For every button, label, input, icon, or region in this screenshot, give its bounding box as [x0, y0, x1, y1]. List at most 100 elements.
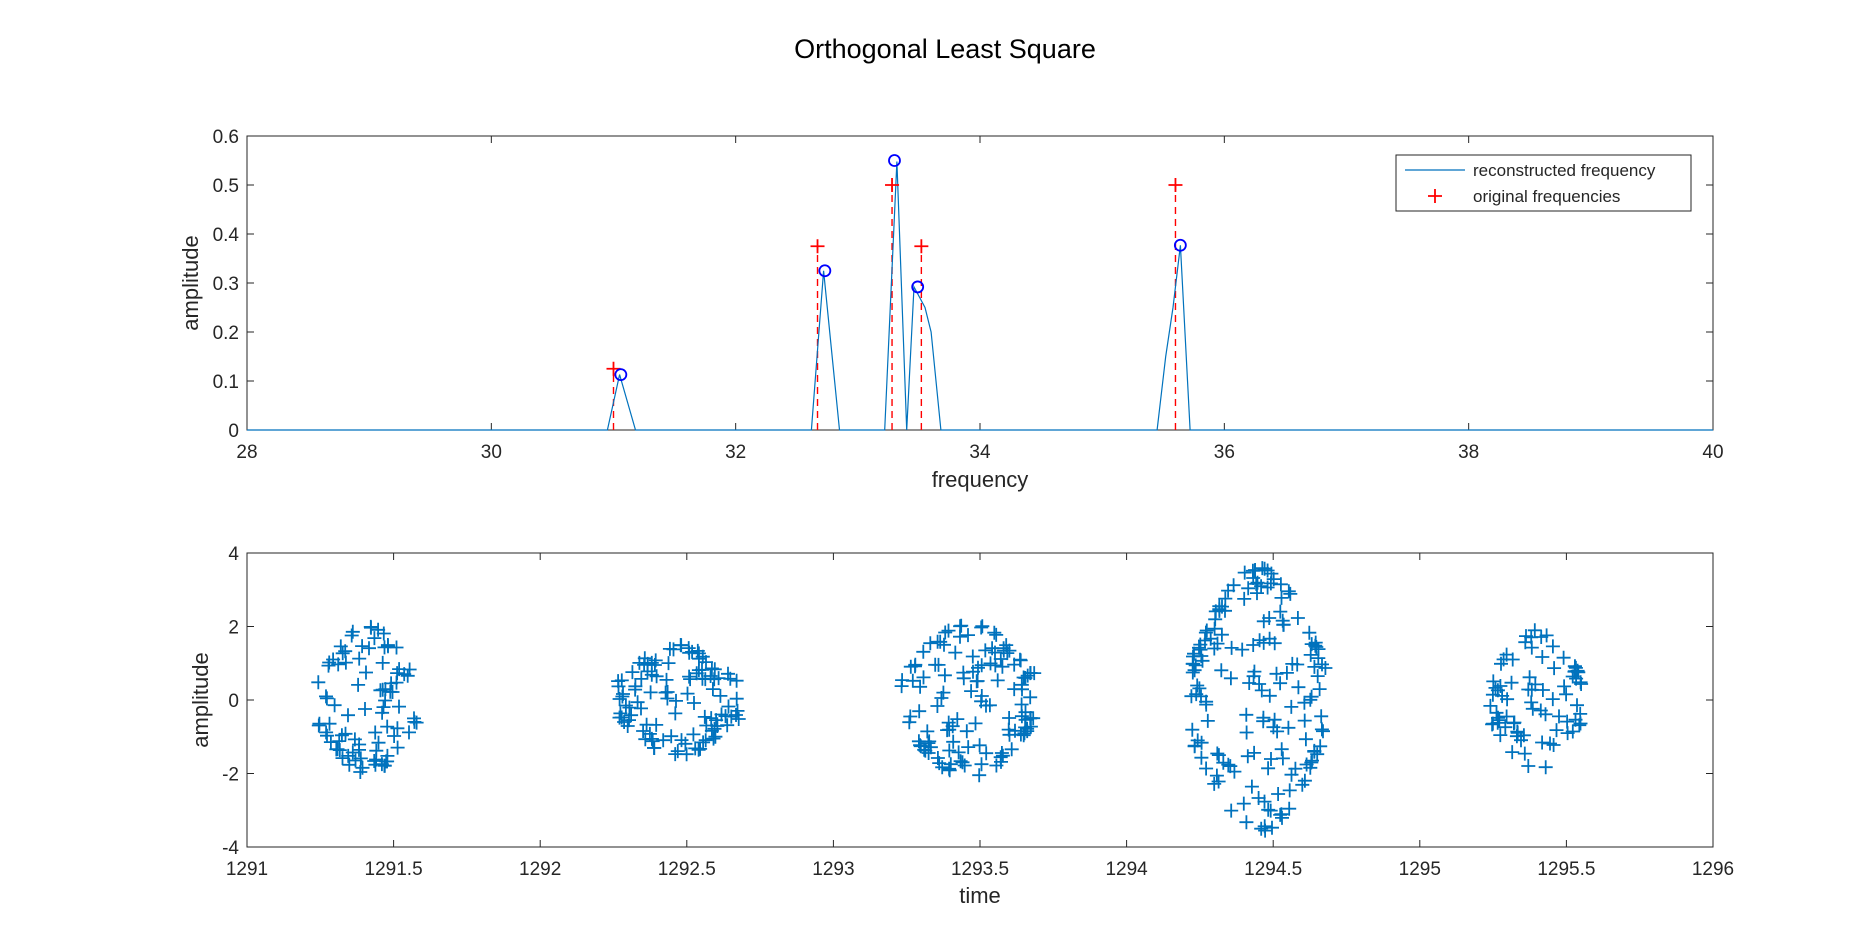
- time-sample-marker: [959, 724, 974, 739]
- time-sample-marker: [1546, 738, 1561, 752]
- time-sample-marker: [1267, 636, 1282, 651]
- time-sample-marker: [1273, 676, 1288, 691]
- time-sample-marker: [1194, 649, 1209, 663]
- time-sample-marker: [390, 666, 405, 681]
- time-sample-marker: [1210, 636, 1225, 651]
- time-sample-marker: [1271, 787, 1286, 801]
- time-sample-marker: [1281, 584, 1296, 599]
- time-sample-marker: [1307, 659, 1322, 674]
- time-sample-marker: [1190, 678, 1205, 693]
- time-sample-marker: [942, 761, 957, 776]
- time-sample-marker: [723, 671, 738, 686]
- time-sample-marker: [941, 715, 956, 730]
- time-sample-marker: [402, 725, 416, 740]
- time-sample-marker: [978, 643, 993, 658]
- time-plot-xlabel: time: [959, 883, 1001, 908]
- time-sample-marker: [1247, 745, 1262, 760]
- time-sample-marker: [1023, 690, 1038, 705]
- peak-marker: [818, 264, 832, 278]
- time-sample-marker: [1525, 701, 1540, 716]
- time-sample-marker: [1250, 586, 1264, 601]
- time-plot-ytick-label: -4: [222, 838, 239, 859]
- time-sample-marker: [1002, 711, 1017, 725]
- time-sample-marker: [999, 638, 1014, 653]
- time-sample-marker: [985, 641, 1000, 656]
- time-sample-marker: [1282, 783, 1297, 798]
- time-sample-marker: [377, 758, 392, 773]
- time-sample-marker: [937, 668, 952, 683]
- time-sample-marker: [1504, 675, 1519, 690]
- time-sample-marker: [955, 755, 970, 770]
- original-frequency-marker: [810, 239, 825, 254]
- time-sample-marker: [1281, 720, 1296, 735]
- time-sample-marker: [1312, 682, 1327, 697]
- time-sample-marker: [706, 731, 721, 746]
- time-sample-marker: [377, 640, 392, 655]
- time-sample-marker: [616, 687, 630, 701]
- time-sample-marker: [1535, 683, 1550, 697]
- time-sample-marker: [638, 732, 653, 747]
- time-plot-xtick-label: 1291: [226, 859, 268, 880]
- time-sample-marker: [1302, 625, 1317, 640]
- time-sample-marker: [1556, 650, 1571, 665]
- time-sample-marker: [1488, 680, 1503, 695]
- time-sample-marker: [376, 700, 391, 715]
- time-sample-marker: [970, 674, 985, 688]
- time-sample-marker: [1538, 760, 1553, 775]
- time-sample-marker: [662, 641, 677, 656]
- legend-box: [1395, 154, 1692, 212]
- time-sample-marker: [975, 619, 990, 634]
- time-sample-marker: [338, 655, 353, 670]
- time-sample-marker: [989, 758, 1004, 773]
- time-sample-marker: [994, 746, 1009, 760]
- time-sample-marker: [355, 639, 370, 654]
- time-sample-marker: [352, 742, 366, 757]
- time-plot-xtick-label: 1291.5: [365, 859, 423, 880]
- time-sample-marker: [392, 699, 406, 714]
- time-sample-marker: [375, 655, 390, 670]
- time-sample-marker: [618, 698, 633, 713]
- time-sample-marker: [636, 724, 651, 738]
- time-sample-marker: [1291, 680, 1306, 695]
- time-sample-marker: [1263, 576, 1278, 591]
- time-sample-marker: [686, 727, 701, 742]
- time-sample-marker: [385, 685, 400, 699]
- time-sample-marker: [1290, 657, 1305, 672]
- time-sample-marker: [634, 701, 648, 716]
- time-sample-marker: [1524, 695, 1539, 710]
- time-sample-marker: [1524, 640, 1539, 655]
- time-sample-marker: [923, 636, 938, 651]
- frequency-plot-xtick-label: 32: [725, 442, 746, 463]
- time-sample-marker: [682, 645, 697, 660]
- time-sample-marker: [1240, 749, 1255, 764]
- time-sample-marker: [1559, 687, 1574, 702]
- time-sample-marker: [707, 672, 722, 687]
- time-sample-marker: [956, 665, 971, 680]
- time-sample-marker: [1493, 728, 1508, 743]
- time-sample-marker: [1008, 723, 1022, 738]
- time-sample-marker: [1505, 745, 1520, 760]
- time-sample-marker: [1239, 815, 1254, 830]
- time-sample-marker: [1262, 688, 1277, 703]
- time-sample-marker: [922, 734, 937, 749]
- time-sample-marker: [1572, 718, 1587, 733]
- time-sample-marker: [708, 729, 723, 744]
- time-sample-marker: [1227, 764, 1242, 779]
- time-sample-marker: [1307, 744, 1322, 759]
- frequency-plot-xlabel: frequency: [932, 467, 1029, 492]
- time-plot-xtick-label: 1295: [1399, 859, 1441, 880]
- time-sample-marker: [974, 658, 989, 673]
- time-sample-marker: [1274, 742, 1289, 757]
- time-sample-marker: [1510, 725, 1525, 740]
- time-sample-marker: [1251, 791, 1266, 805]
- frequency-plot-ytick-label: 0.5: [213, 176, 239, 197]
- time-sample-marker: [334, 728, 349, 743]
- time-sample-marker: [1194, 750, 1209, 765]
- time-sample-marker: [990, 673, 1005, 688]
- time-sample-marker: [691, 663, 706, 678]
- time-sample-marker: [1297, 713, 1312, 728]
- time-sample-marker: [611, 679, 626, 694]
- time-sample-marker: [1239, 707, 1254, 722]
- time-sample-marker: [1304, 689, 1319, 704]
- time-sample-marker: [1573, 675, 1588, 690]
